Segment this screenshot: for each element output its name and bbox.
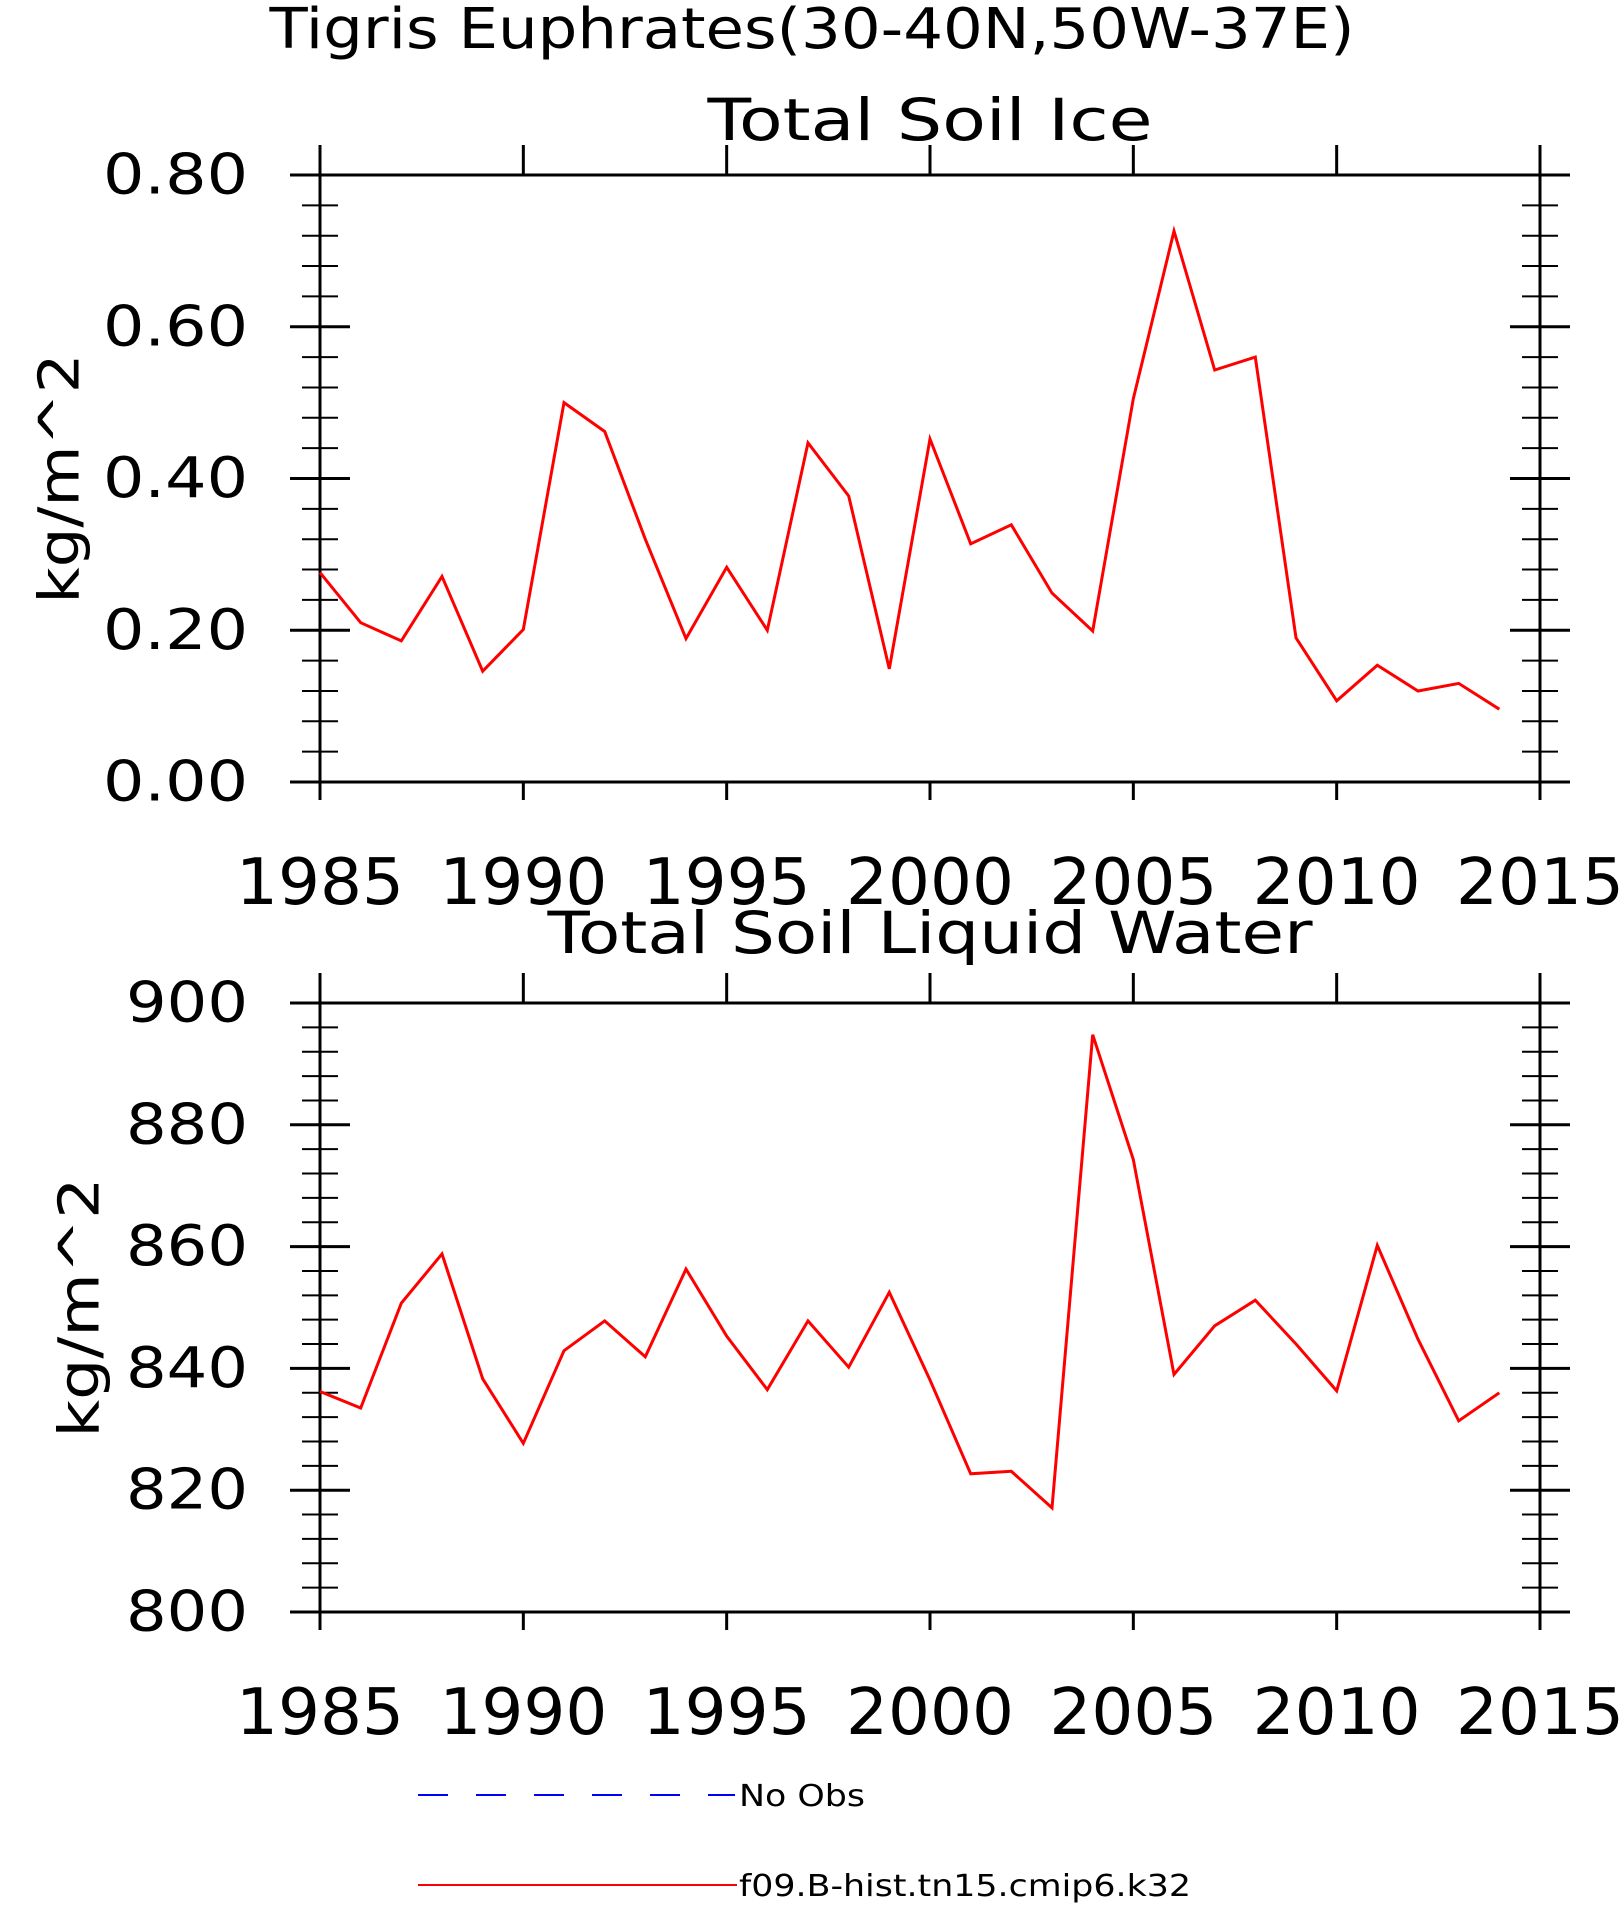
x-tick-label: 1985 (236, 1676, 404, 1750)
x-tick-label: 2005 (1049, 1676, 1217, 1750)
x-tick-label: 2015 (1456, 846, 1622, 920)
y-axis-label: kg/m^2 (28, 354, 93, 604)
x-tick-label: 2005 (1049, 846, 1217, 920)
y-tick-label: 0.40 (103, 446, 248, 511)
x-tick-label: 2010 (1253, 1676, 1421, 1750)
x-tick-label: 1985 (236, 846, 404, 920)
x-tick-label: 1990 (439, 846, 607, 920)
x-tick-label: 2000 (846, 1676, 1014, 1750)
y-axis-label: kg/m^2 (48, 1178, 113, 1438)
panel-total-soil-ice: Total Soil Ice kg/m^2 1985 1990 1995 2000 2005… (28, 86, 1622, 920)
y-tick-label: 0.80 (103, 143, 248, 208)
y-tick-label: 0.00 (103, 750, 248, 815)
x-tick-label: 2000 (846, 846, 1014, 920)
y-tick-label: 900 (126, 971, 248, 1036)
x-tick-label: 1990 (439, 1676, 607, 1750)
main-title: Tigris Euphrates(30-40N,50W-37E) (268, 0, 1354, 62)
plot-frame (318, 1001, 1542, 1614)
y-tick-label: 0.20 (103, 598, 248, 663)
y-tick-label: 0.60 (103, 294, 248, 359)
series-line (319, 1034, 1501, 1512)
legend: No Obs f09.B-hist.tn15.cmip6.k32 (418, 1779, 1191, 1904)
chart-title: Total Soil Ice (706, 86, 1152, 154)
legend-label-model: f09.B-hist.tn15.cmip6.k32 (739, 1869, 1191, 1904)
x-tick-label: 1995 (643, 846, 811, 920)
y-tick-label: 820 (126, 1458, 248, 1523)
x-tick-label: 1995 (643, 1676, 811, 1750)
y-tick-label: 840 (126, 1336, 248, 1401)
legend-label-no-obs: No Obs (739, 1779, 865, 1814)
x-tick-label: 2015 (1456, 1676, 1622, 1750)
x-tick-label: 2010 (1253, 846, 1421, 920)
y-tick-label: 880 (126, 1092, 248, 1157)
plot-frame (318, 173, 1542, 784)
panel-total-soil-liquid-water: Total Soil Liquid Water kg/m^2 1985 1990 199… (48, 899, 1622, 1750)
series-line (318, 225, 1501, 711)
y-tick-label: 860 (126, 1214, 248, 1279)
chart-title: Total Soil Liquid Water (546, 899, 1312, 967)
y-tick-label: 800 (126, 1580, 248, 1645)
